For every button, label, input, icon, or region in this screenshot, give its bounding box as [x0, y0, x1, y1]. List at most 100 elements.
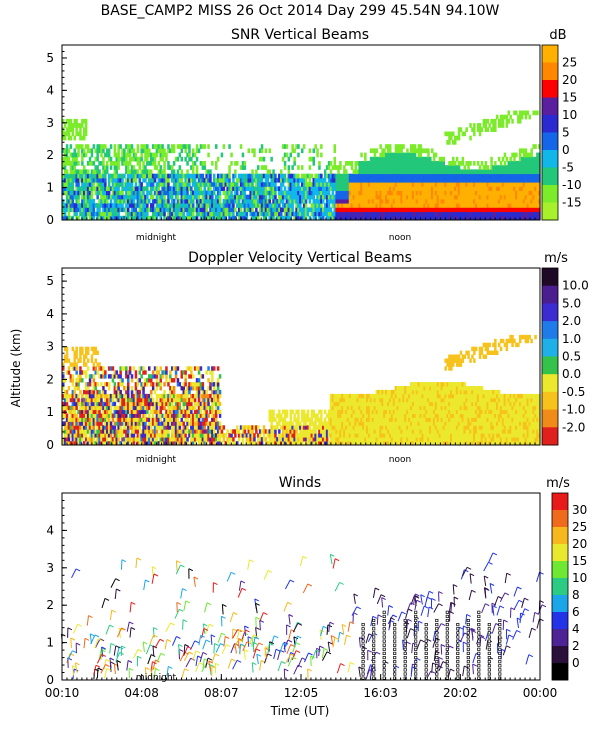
doppler-cell [94, 397, 97, 403]
snr-cell [343, 169, 346, 175]
snr-cell [192, 190, 195, 196]
snr-cell [505, 165, 509, 170]
snr-cell [285, 190, 289, 196]
snr-cell [153, 215, 157, 221]
snr-cell [119, 207, 122, 213]
snr-cell [125, 177, 128, 183]
snr-cell [442, 203, 445, 208]
snr-cell [526, 182, 530, 187]
doppler-cell [75, 425, 78, 430]
doppler-cell [148, 378, 151, 383]
snr-cell [469, 123, 472, 128]
snr-cell [442, 156, 445, 162]
snr-cell [431, 165, 434, 170]
doppler-cell [216, 401, 220, 407]
snr-cell [329, 161, 333, 166]
snr-cell [519, 114, 522, 120]
doppler-cell [159, 393, 162, 399]
snr-cell [216, 198, 220, 204]
snr-cell [385, 203, 388, 208]
doppler-cell [83, 397, 86, 403]
doppler-cell [172, 397, 176, 403]
snr-cell [123, 186, 126, 191]
snr-cell [400, 169, 403, 175]
snr-cell [268, 198, 271, 204]
snr-cell [373, 215, 377, 221]
snr-cell [411, 156, 415, 162]
doppler-cell [134, 413, 138, 418]
doppler-cell [73, 362, 76, 367]
snr-cell [90, 161, 94, 166]
colorbar-swatch [542, 80, 558, 98]
snr-cell [176, 144, 180, 149]
snr-cell [140, 169, 143, 175]
snr-cell [440, 215, 444, 221]
snr-cell [475, 198, 478, 204]
snr-cell [67, 127, 71, 132]
snr-cell [398, 190, 401, 196]
snr-cell [373, 190, 377, 196]
snr-cell [79, 173, 82, 179]
snr-cell [392, 198, 396, 204]
snr-cell [90, 186, 94, 191]
snr-cell [320, 194, 323, 200]
doppler-cell [182, 382, 185, 387]
snr-cell [150, 207, 153, 213]
snr-cell [522, 215, 526, 221]
snr-cell [151, 182, 155, 187]
snr-cell [270, 211, 273, 217]
snr-cell [461, 156, 465, 162]
snr-cell [128, 177, 132, 183]
doppler-cell [121, 397, 124, 403]
snr-cell [159, 169, 162, 175]
doppler-cell [125, 401, 128, 407]
doppler-cell [142, 405, 145, 411]
snr-cell [283, 211, 287, 217]
doppler-cell [113, 382, 117, 387]
snr-cell [201, 165, 205, 170]
snr-cell [94, 190, 97, 196]
snr-cell [125, 165, 128, 170]
doppler-cell [125, 393, 128, 399]
snr-cell [333, 194, 336, 200]
snr-cell [497, 198, 501, 204]
snr-cell [501, 207, 505, 213]
snr-cell [243, 203, 247, 208]
snr-cell [432, 161, 436, 166]
snr-cell [497, 186, 501, 191]
snr-cell [425, 215, 428, 221]
doppler-cell [96, 441, 99, 446]
snr-cell [251, 203, 254, 208]
snr-cell [419, 198, 422, 204]
snr-cell [354, 190, 357, 196]
doppler-cell [84, 393, 88, 399]
snr-cell [230, 194, 233, 200]
doppler-cell [197, 366, 201, 371]
snr-cell [436, 198, 440, 204]
doppler-cell [111, 425, 115, 430]
snr-cell [159, 198, 162, 204]
snr-cell [216, 207, 220, 213]
snr-cell [358, 207, 361, 213]
doppler-cell [161, 441, 164, 446]
snr-cell [452, 161, 455, 166]
snr-cell [455, 156, 459, 162]
snr-cell [130, 190, 134, 196]
snr-cell [381, 198, 384, 204]
snr-cell [130, 203, 134, 208]
snr-cell [249, 173, 252, 179]
snr-cell [367, 169, 371, 175]
snr-cell [432, 177, 436, 183]
snr-cell [425, 169, 428, 175]
snr-cell [459, 186, 463, 191]
snr-cell [113, 215, 117, 221]
doppler-cell [165, 374, 168, 379]
snr-cell [278, 173, 281, 179]
doppler-cell [123, 393, 126, 399]
snr-cell [215, 207, 218, 213]
snr-cell [520, 198, 524, 204]
snr-cell [473, 211, 476, 217]
snr-cell [165, 182, 168, 187]
doppler-cell [98, 405, 101, 411]
snr-cell [454, 135, 457, 141]
